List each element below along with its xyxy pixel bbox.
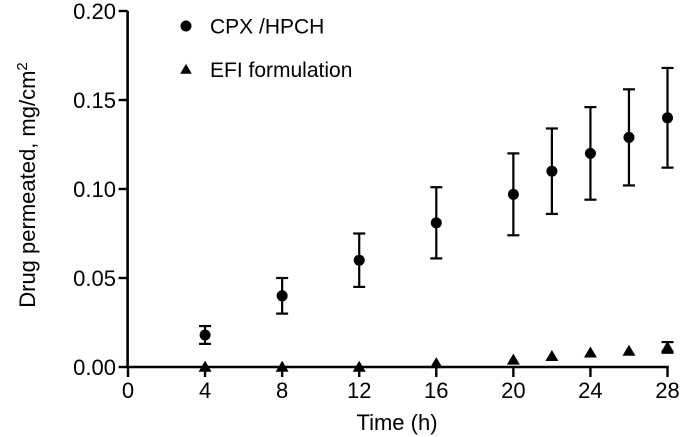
data-point-circle [584,147,596,159]
legend: CPX /HPCH EFI formulation [180,16,352,82]
x-tick-label: 24 [578,378,602,403]
y-tick-label: 0.15 [73,88,116,113]
x-tick-label: 20 [501,378,525,403]
x-tick-label: 28 [655,378,679,403]
data-point-circle [430,217,442,229]
series-layer [198,66,674,372]
x-tick-label: 16 [424,378,448,403]
data-point-triangle [661,341,674,353]
data-point-circle [276,290,288,302]
data-point-triangle [506,353,520,365]
data-point-circle [199,329,211,341]
data-point-triangle [352,360,366,372]
data-point-circle [662,112,673,124]
legend-label-cpx-hpch: CPX /HPCH [210,16,324,39]
data-point-triangle [275,360,289,372]
x-axis: 0 4 8 12 16 20 24 28 [122,365,680,403]
data-point-triangle [545,350,559,362]
y-tick-label: 0.00 [73,355,116,380]
legend-triangle-icon [180,63,192,74]
data-point-circle [623,131,635,143]
x-tick-label: 0 [122,378,134,403]
data-point-circle [507,188,519,200]
data-point-circle [353,254,365,266]
x-tick-label: 8 [276,378,288,403]
legend-circle-icon [180,20,192,32]
series-cpx-hpch [199,66,674,345]
x-tick-label: 4 [199,378,211,403]
x-axis-title: Time (h) [356,410,437,435]
y-axis: 0.00 0.05 0.10 0.15 0.20 [73,0,129,380]
data-point-triangle [429,357,443,369]
y-tick-label: 0.10 [73,177,116,202]
data-point-triangle [198,360,212,372]
y-tick-label: 0.05 [73,266,116,291]
series-efi-formulation [198,340,674,372]
legend-label-efi-formulation: EFI formulation [210,59,352,82]
data-point-triangle [583,346,597,358]
data-point-circle [546,165,558,177]
data-point-triangle [622,344,636,356]
y-axis-title: Drug permeated, mg/cm2 [14,62,40,308]
x-tick-label: 12 [347,378,371,403]
y-tick-label: 0.20 [73,0,116,24]
